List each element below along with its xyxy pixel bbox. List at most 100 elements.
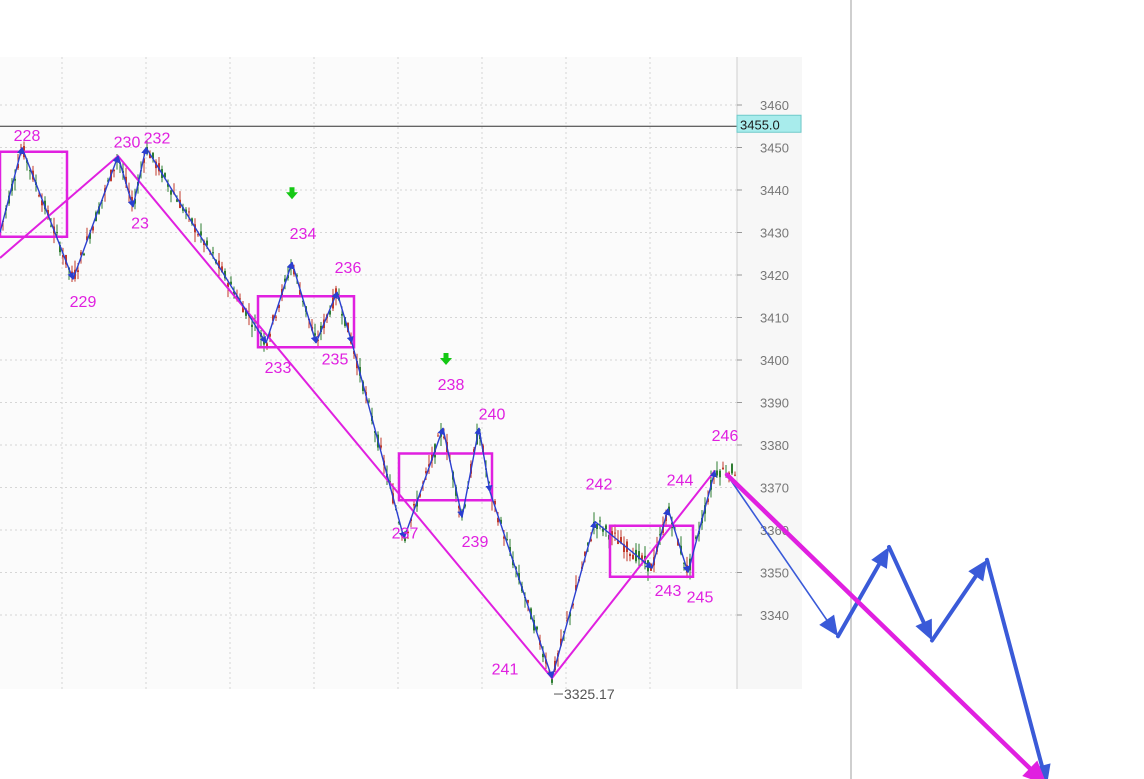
wave-label: 244: [667, 472, 694, 489]
candle-body: [626, 541, 628, 552]
candle-body: [230, 281, 232, 285]
minor-wave-segment: [21, 147, 74, 280]
candle-body: [293, 269, 295, 275]
candle-body: [599, 520, 601, 522]
current-price-tag: [736, 114, 802, 133]
wave-label: 237: [392, 526, 419, 543]
candle-body: [191, 218, 193, 224]
candle-body: [86, 236, 88, 241]
y-tick-label: 3390: [760, 396, 789, 411]
candle-body: [527, 600, 529, 603]
minor-wave-segment: [72, 155, 120, 280]
candle-body: [167, 183, 169, 187]
minor-wave-segment: [315, 291, 338, 344]
candle-body: [266, 343, 268, 347]
candle-body: [317, 339, 319, 341]
minor-wave-segment: [461, 427, 482, 518]
forecast-blue-arrow-shaft: [726, 473, 828, 621]
candle-body: [125, 176, 127, 184]
candle-body: [284, 278, 286, 282]
grid: [0, 57, 737, 689]
candle-body: [149, 153, 151, 159]
candle-body: [629, 553, 631, 557]
y-tick-label: 3430: [760, 226, 789, 241]
candle-body: [206, 240, 208, 246]
candle-body: [572, 603, 574, 606]
candle-body: [542, 653, 544, 658]
candle-body: [278, 304, 280, 308]
candle-body: [413, 503, 415, 506]
candle-body: [560, 638, 562, 646]
forecast-blue-arrow-head: [871, 547, 889, 569]
candle-body: [734, 474, 736, 476]
candle-body: [164, 173, 166, 178]
y-tick-label: 3380: [760, 438, 789, 453]
candle-body: [356, 360, 358, 369]
candle-body: [38, 195, 40, 197]
candle-body: [158, 163, 160, 172]
candle-body: [428, 464, 430, 467]
candle-body: [185, 209, 187, 213]
candle-body: [437, 435, 439, 437]
minor-wave-segment: [132, 146, 149, 208]
candle-body: [236, 295, 238, 300]
forecast-projection: [724, 472, 1051, 779]
forecast-blue-arrow-shaft: [887, 545, 926, 625]
forecast-blue-arrow-head: [915, 618, 932, 641]
candle-body: [50, 225, 52, 227]
candle-body: [275, 316, 277, 318]
candle-body: [239, 298, 241, 300]
candle-body: [272, 315, 274, 321]
wave-label: 232: [144, 130, 171, 147]
candle-body: [107, 180, 109, 182]
candle-body: [269, 333, 271, 337]
wave-label: 234: [290, 226, 317, 243]
y-tick-label: 3420: [760, 268, 789, 283]
candle-body: [188, 211, 190, 213]
candle-body: [509, 546, 511, 552]
minor-wave-segment: [478, 427, 493, 493]
candle-body: [602, 528, 604, 532]
candle-body: [296, 275, 298, 277]
candle-body: [77, 270, 79, 273]
candle-body: [380, 445, 382, 448]
minor-wave-segment: [351, 342, 406, 540]
candle-body: [683, 562, 685, 564]
minor-wave-segment: [145, 147, 267, 344]
wave-label: 229: [70, 294, 97, 311]
wave-label: 233: [265, 360, 292, 377]
candle-body: [368, 400, 370, 402]
minor-wave-segment: [117, 155, 135, 208]
y-tick-label: 3450: [760, 141, 789, 156]
candle-body: [320, 325, 322, 333]
wave-labels: 228 229 230 232 23 233 234 235 236 237 238 239 240 24…: [14, 128, 739, 678]
down-signal-icon: [440, 353, 452, 365]
candle-body: [41, 200, 43, 206]
candle-body: [83, 253, 85, 256]
candle-body: [500, 519, 502, 524]
forecast-blue-arrow-shaft: [930, 574, 978, 643]
candle-body: [605, 525, 607, 530]
candle-body: [590, 539, 592, 541]
minor-wave-segment: [403, 427, 445, 539]
wave-label: 240: [479, 407, 506, 424]
candle-body: [14, 178, 16, 181]
minor-wave-segment: [442, 427, 465, 518]
wave-lines: [0, 146, 717, 680]
minor-wave-segment: [687, 469, 717, 573]
wave-label: 246: [712, 428, 739, 445]
candle-body: [497, 517, 499, 523]
minor-wave-segment: [667, 508, 690, 574]
candle-body: [176, 199, 178, 202]
candle-body: [596, 524, 598, 530]
candle-body: [464, 504, 466, 507]
plot-background: [0, 57, 737, 689]
y-tick-label: 3340: [760, 608, 789, 623]
candle-body: [56, 232, 58, 234]
candle-body: [638, 551, 640, 560]
wave-label: 23: [131, 215, 149, 232]
wave-label: 238: [438, 377, 465, 394]
candle-body: [224, 270, 226, 279]
candle-body: [425, 471, 427, 474]
